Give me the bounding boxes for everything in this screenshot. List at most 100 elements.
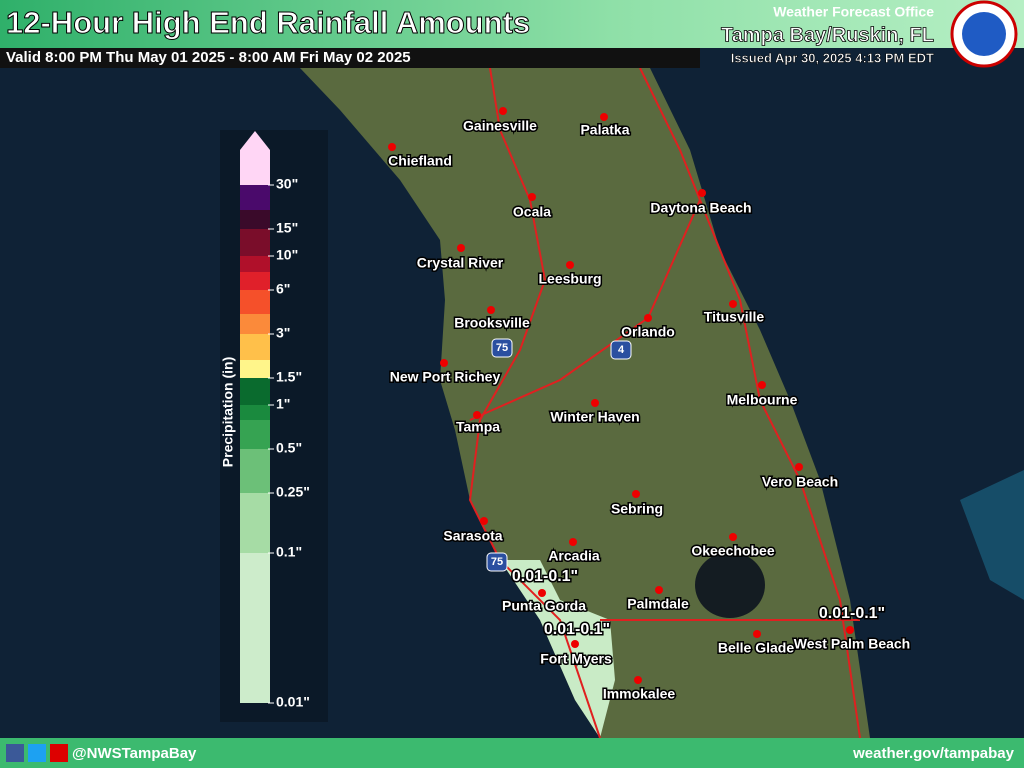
legend-band xyxy=(240,420,270,449)
interstate-shield xyxy=(491,338,513,358)
city-label: Tampa xyxy=(456,419,500,435)
city-label: Palmdale xyxy=(627,596,689,612)
amount-annotation: 0.01-0.1" xyxy=(512,568,578,585)
city-dot xyxy=(729,300,737,308)
city-dot xyxy=(644,314,652,322)
city-label: Punta Gorda xyxy=(502,598,586,614)
city-label: Brooksville xyxy=(454,315,530,331)
legend-band xyxy=(240,314,270,334)
highways xyxy=(468,67,861,739)
city-dot xyxy=(487,306,495,314)
interstate-number: 75 xyxy=(491,556,503,568)
city-label: Titusville xyxy=(704,309,765,325)
legend-label: 30" xyxy=(276,176,298,192)
city-dot xyxy=(591,399,599,407)
city-dot xyxy=(571,640,579,648)
footer-bar xyxy=(0,738,1024,768)
city-label: Palatka xyxy=(580,122,629,138)
legend-band xyxy=(240,378,270,405)
city-label: West Palm Beach xyxy=(794,636,910,652)
city-dot xyxy=(480,517,488,525)
amount-annotation: 0.01-0.1" xyxy=(544,621,610,638)
city-label: Crystal River xyxy=(417,255,504,271)
legend-band xyxy=(240,210,270,229)
city-dot xyxy=(499,107,507,115)
legend-panel xyxy=(220,130,328,722)
legend-label: 0.25" xyxy=(276,484,310,500)
city-label: Gainesville xyxy=(463,118,537,134)
city-label: Vero Beach xyxy=(762,474,838,490)
city-dot xyxy=(655,586,663,594)
amount-annotation: 0.01-0.1" xyxy=(819,605,885,622)
office: Tampa Bay/Ruskin, FL xyxy=(721,24,934,46)
city-dot xyxy=(528,193,536,201)
city-label: Daytona Beach xyxy=(650,200,751,216)
city-dot xyxy=(729,533,737,541)
legend-label: 0.5" xyxy=(276,440,302,456)
legend-label: 0.1" xyxy=(276,544,302,560)
city-dot xyxy=(846,626,854,634)
city-label: Arcadia xyxy=(548,548,600,564)
city-dot xyxy=(566,261,574,269)
interstate-shield xyxy=(486,552,508,572)
city-dot xyxy=(632,490,640,498)
legend-label: 3" xyxy=(276,325,290,341)
legend-band xyxy=(240,405,270,420)
legend-arrow xyxy=(240,131,270,150)
legend-band xyxy=(240,256,270,272)
city-dot xyxy=(795,463,803,471)
legend-label: 0.01" xyxy=(276,694,310,710)
city-dot xyxy=(753,630,761,638)
city-dot xyxy=(698,189,706,197)
city-label: Leesburg xyxy=(538,271,601,287)
city-dot xyxy=(457,244,465,252)
header-bar xyxy=(0,0,1024,48)
city-label: Sarasota xyxy=(443,528,502,544)
legend-label: 10" xyxy=(276,247,298,263)
legend-band xyxy=(240,493,270,553)
city-dot xyxy=(473,411,481,419)
legend-band xyxy=(240,229,270,256)
city-label: Melbourne xyxy=(727,392,798,408)
city-label: Orlando xyxy=(621,324,675,340)
twitter-icon[interactable] xyxy=(28,744,46,762)
interstate-number: 75 xyxy=(496,342,508,354)
legend-label: 1.5" xyxy=(276,369,302,385)
city-dot xyxy=(634,676,642,684)
youtube-icon[interactable] xyxy=(50,744,68,762)
issued: Issued Apr 30, 2025 4:13 PM EDT xyxy=(731,50,934,65)
legend: 30" 15" 10" 6" 3" 1.5" 1" 0.5" 0.25" 0.1" 0.01" xyxy=(240,131,310,710)
city-label: Belle Glade xyxy=(718,640,794,656)
legend-label: 15" xyxy=(276,220,298,236)
legend-label: 1" xyxy=(276,396,290,412)
facebook-icon[interactable] xyxy=(6,744,24,762)
rain-area xyxy=(500,560,615,738)
legend-band xyxy=(240,272,270,290)
legend-band xyxy=(240,334,270,360)
website[interactable]: weather.gov/tampabay xyxy=(852,745,1015,762)
legend-band xyxy=(240,185,270,210)
office-label: Weather Forecast Office xyxy=(773,4,934,20)
valid: Valid 8:00 PM Thu May 01 2025 - 8:00 AM … xyxy=(6,49,411,66)
city-dot xyxy=(600,113,608,121)
legend-band xyxy=(240,449,270,493)
city-label: Immokalee xyxy=(603,686,676,702)
city-dot xyxy=(538,589,546,597)
legend-band xyxy=(240,290,270,314)
city-dot xyxy=(758,381,766,389)
city-label: Chiefland xyxy=(388,153,452,169)
title: 12-Hour High End Rainfall Amounts xyxy=(6,5,530,40)
city-dot xyxy=(388,143,396,151)
nws-logo-inner xyxy=(962,12,1006,56)
city-label: Ocala xyxy=(513,204,551,220)
city-label: Okeechobee xyxy=(691,543,774,559)
city-dot xyxy=(440,359,448,367)
interstate-shield xyxy=(610,340,632,360)
valid-bar xyxy=(0,48,700,68)
city-label: Winter Haven xyxy=(550,409,639,425)
city-label: New Port Richey xyxy=(390,369,501,385)
interstate-number: 4 xyxy=(618,344,625,356)
social-handle[interactable]: @NWSTampaBay xyxy=(72,745,197,762)
cities: Gainesville Palatka Chiefland Ocala Daytona … xyxy=(387,107,912,703)
